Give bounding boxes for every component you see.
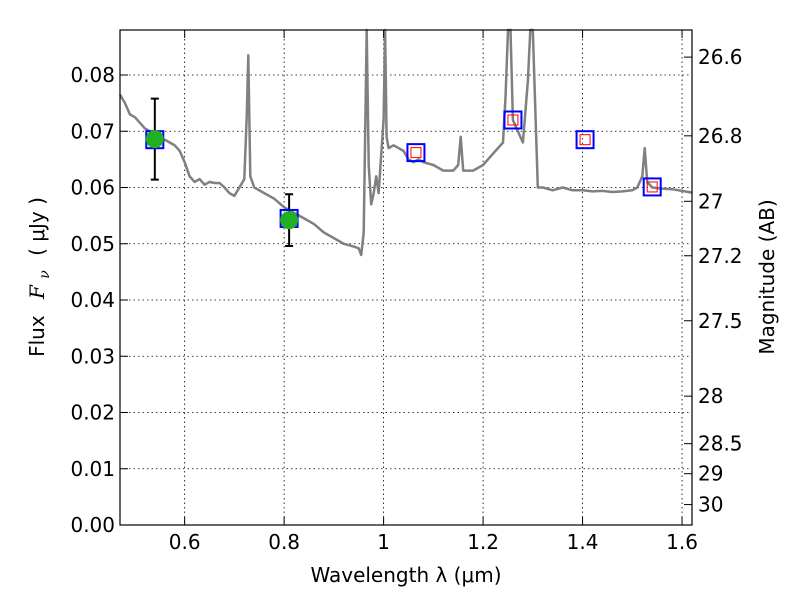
magnitude-tick-label: 28 — [698, 384, 723, 408]
magnitude-tick-label: 28.5 — [698, 432, 743, 456]
x-tick-label: 1.2 — [467, 530, 499, 554]
y-tick-label: 0.05 — [70, 232, 115, 256]
y-tick-label: 0.04 — [70, 288, 115, 312]
magnitude-tick-label: 27.2 — [698, 244, 743, 268]
y-axis-label-subscript: ν — [37, 270, 53, 279]
photometry-points — [145, 97, 662, 247]
y-tick-label: 0.06 — [70, 176, 115, 200]
y-tick-label: 0.02 — [70, 401, 115, 425]
model-photometry-inner — [507, 114, 519, 126]
x-axis-label: Wavelength λ (μm) — [310, 563, 501, 587]
y-axis-ticks: 0.00 0.01 0.02 0.03 0.04 0.05 0.06 0.07 0.08 — [70, 63, 128, 537]
x-tick-label: 0.8 — [268, 530, 300, 554]
x-tick-label: 1 — [377, 530, 390, 554]
y-tick-label: 0.07 — [70, 119, 115, 143]
x-axis-ticks: 0.6 0.8 1 1.2 1.4 1.6 — [169, 30, 698, 554]
magnitude-axis-ticks: 26.6 26.8 27 27.2 27.5 28 28.5 29 30 — [684, 45, 743, 517]
y-axis-label: Flux F ν ( μJy ) — [25, 197, 54, 357]
y-tick-label: 0.00 — [70, 513, 115, 537]
model-photometry-box — [503, 110, 523, 130]
model-photometry-box — [406, 143, 426, 163]
magnitude-tick-label: 26.8 — [698, 124, 743, 148]
y-axis-label-prefix: Flux — [25, 315, 49, 357]
observed-photometry-point — [145, 130, 164, 149]
x-tick-label: 1.4 — [567, 530, 599, 554]
model-spectrum-line — [118, 28, 693, 257]
model-photometry-box — [575, 130, 595, 150]
model-photometry-inner — [410, 147, 422, 159]
magnitude-tick-label: 27.5 — [698, 309, 743, 333]
y-tick-label: 0.01 — [70, 457, 115, 481]
spectrum-layer — [118, 28, 693, 257]
magnitude-tick-label: 27 — [698, 189, 723, 213]
model-photometry-inner — [579, 134, 591, 146]
magnitude-tick-label: 30 — [698, 493, 723, 517]
model-photometry-box — [642, 177, 662, 197]
observed-photometry-point — [280, 211, 299, 230]
magnitude-axis-label: Magnitude (AB) — [755, 199, 779, 354]
x-tick-label: 0.6 — [169, 530, 201, 554]
plot-frame — [119, 29, 693, 526]
y-axis-label-symbol: F — [25, 284, 49, 300]
y-tick-label: 0.08 — [70, 63, 115, 87]
y-axis-label-unit: ( μJy ) — [25, 197, 49, 256]
model-photometry-inner — [646, 181, 658, 193]
x-tick-label: 1.6 — [666, 530, 698, 554]
y-tick-label: 0.03 — [70, 344, 115, 368]
grid — [120, 30, 692, 525]
magnitude-tick-label: 29 — [698, 462, 723, 486]
magnitude-tick-label: 26.6 — [698, 45, 743, 69]
